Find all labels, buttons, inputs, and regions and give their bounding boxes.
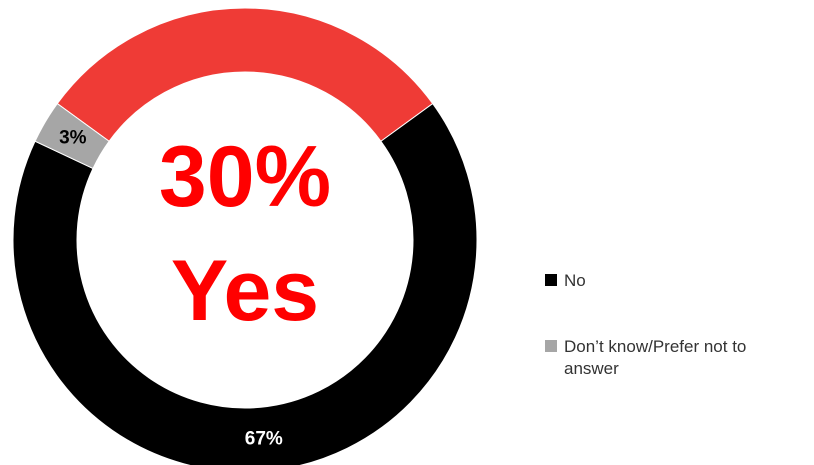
legend-swatch-dont-know: [545, 340, 557, 352]
donut-slice-don-t-know-prefer-not-to-answer: [34, 102, 110, 170]
legend-swatch-no: [545, 274, 557, 286]
donut-slice-yes: [56, 7, 434, 142]
donut-slice-no: [12, 102, 478, 465]
center-percentage-label: 30%: [158, 129, 332, 225]
legend-label-dont-know: Don’t know/Prefer not to answer: [564, 337, 747, 378]
data-label-don-t-know-prefer-not-to-answer: 3%: [59, 128, 87, 149]
center-category-label: Yes: [170, 243, 320, 339]
data-label-no: 67%: [245, 429, 283, 450]
legend-label-no: No: [564, 271, 586, 290]
